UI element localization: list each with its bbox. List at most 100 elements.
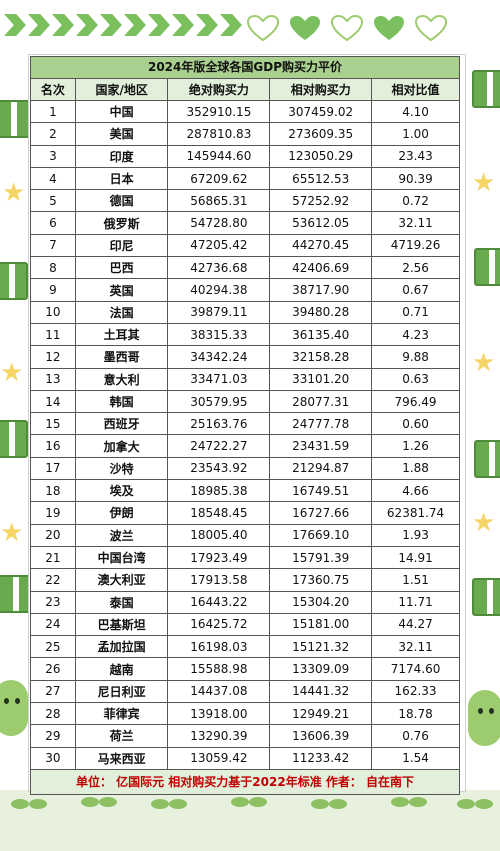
relative-ratio-cell: 90.39 (371, 166, 460, 191)
country-cell: 荷兰 (74, 724, 169, 748)
star-icon: ★ (0, 358, 24, 388)
table-row: 1 中国 352910.15 307459.02 4.10 (30, 99, 460, 124)
rank-cell: 24 (30, 612, 76, 637)
relative-ppp-cell: 42406.69 (269, 256, 373, 280)
table-row: 21 中国台湾 17923.49 15791.39 14.91 (30, 545, 460, 570)
rank-cell: 16 (30, 434, 76, 458)
relative-ppp-cell: 32158.28 (269, 345, 373, 369)
absolute-ppp-cell: 352910.15 (167, 99, 271, 124)
absolute-ppp-cell: 25163.76 (167, 412, 271, 436)
rank-cell: 27 (30, 679, 76, 704)
rank-cell: 14 (30, 389, 76, 414)
absolute-ppp-cell: 17923.49 (167, 545, 271, 570)
relative-ratio-cell: 1.54 (371, 746, 460, 770)
header-relative-ppp: 相对购买力 (269, 78, 373, 101)
relative-ratio-cell: 0.72 (371, 189, 460, 213)
table-footnote: 单位： 亿国际元 相对购买力基于2022年标准 作者： 自在南下 (30, 768, 460, 795)
relative-ratio-cell: 1.26 (371, 434, 460, 458)
relative-ppp-cell: 24777.78 (269, 412, 373, 436)
chevron-right-icon (100, 14, 122, 36)
country-cell: 意大利 (74, 367, 169, 391)
relative-ppp-cell: 57252.92 (269, 189, 373, 213)
relative-ppp-cell: 44270.45 (269, 233, 373, 258)
green-creature-icon (468, 690, 500, 746)
heart-outline-icon (330, 14, 364, 42)
relative-ppp-cell: 16727.66 (269, 501, 373, 525)
relative-ratio-cell: 9.88 (371, 345, 460, 369)
chevron-right-icon (28, 14, 50, 36)
rank-cell: 4 (30, 166, 76, 191)
relative-ppp-cell: 13309.09 (269, 657, 373, 681)
rank-cell: 19 (30, 501, 76, 525)
rank-cell: 9 (30, 278, 76, 302)
table-row: 3 印度 145944.60 123050.29 23.43 (30, 144, 460, 168)
table-row: 30 马来西亚 13059.42 11233.42 1.54 (30, 746, 460, 770)
relative-ratio-cell: 1.93 (371, 523, 460, 547)
relative-ppp-cell: 16749.51 (269, 479, 373, 503)
relative-ratio-cell: 62381.74 (371, 501, 460, 525)
country-cell: 澳大利亚 (74, 568, 169, 592)
table-row: 11 土耳其 38315.33 36135.40 4.23 (30, 322, 460, 347)
country-cell: 尼日利亚 (74, 679, 169, 704)
relative-ratio-cell: 162.33 (371, 679, 460, 704)
table-row: 25 孟加拉国 16198.03 15121.32 32.11 (30, 635, 460, 659)
absolute-ppp-cell: 23543.92 (167, 456, 271, 481)
relative-ratio-cell: 2.56 (371, 256, 460, 280)
absolute-ppp-cell: 33471.03 (167, 367, 271, 391)
absolute-ppp-cell: 145944.60 (167, 144, 271, 168)
absolute-ppp-cell: 18985.38 (167, 479, 271, 503)
absolute-ppp-cell: 18548.45 (167, 501, 271, 525)
relative-ppp-cell: 123050.29 (269, 144, 373, 168)
header-country: 国家/地区 (74, 78, 169, 101)
country-cell: 中国 (74, 99, 169, 124)
relative-ratio-cell: 0.67 (371, 278, 460, 302)
absolute-ppp-cell: 15588.98 (167, 657, 271, 681)
relative-ratio-cell: 1.00 (371, 122, 460, 146)
relative-ratio-cell: 18.78 (371, 702, 460, 726)
relative-ppp-cell: 39480.28 (269, 300, 373, 324)
absolute-ppp-cell: 13290.39 (167, 724, 271, 748)
absolute-ppp-cell: 30579.95 (167, 389, 271, 414)
rank-cell: 22 (30, 568, 76, 592)
table-row: 9 英国 40294.38 38717.90 0.67 (30, 278, 460, 302)
table-row: 4 日本 67209.62 65512.53 90.39 (30, 166, 460, 191)
table-row: 10 法国 39879.11 39480.28 0.71 (30, 300, 460, 324)
relative-ratio-cell: 23.43 (371, 144, 460, 168)
country-cell: 波兰 (74, 523, 169, 547)
rank-cell: 18 (30, 479, 76, 503)
table-row: 23 泰国 16443.22 15304.20 11.71 (30, 590, 460, 614)
relative-ppp-cell: 15121.32 (269, 635, 373, 659)
country-cell: 沙特 (74, 456, 169, 481)
relative-ratio-cell: 14.91 (371, 545, 460, 570)
absolute-ppp-cell: 16443.22 (167, 590, 271, 614)
table-row: 29 荷兰 13290.39 13606.39 0.76 (30, 724, 460, 748)
absolute-ppp-cell: 40294.38 (167, 278, 271, 302)
country-cell: 埃及 (74, 479, 169, 503)
rank-cell: 26 (30, 657, 76, 681)
gift-box-icon (472, 578, 500, 616)
rank-cell: 21 (30, 545, 76, 570)
chevron-right-icon (172, 14, 194, 36)
country-cell: 法国 (74, 300, 169, 324)
relative-ratio-cell: 4.23 (371, 322, 460, 347)
gift-box-icon (474, 440, 500, 478)
table-row: 6 俄罗斯 54728.80 53612.05 32.11 (30, 211, 460, 235)
relative-ratio-cell: 0.76 (371, 724, 460, 748)
gift-box-icon (472, 70, 500, 108)
country-cell: 墨西哥 (74, 345, 169, 369)
absolute-ppp-cell: 34342.24 (167, 345, 271, 369)
rank-cell: 28 (30, 702, 76, 726)
country-cell: 越南 (74, 657, 169, 681)
relative-ratio-cell: 4719.26 (371, 233, 460, 258)
country-cell: 巴基斯坦 (74, 612, 169, 637)
country-cell: 西班牙 (74, 412, 169, 436)
relative-ppp-cell: 11233.42 (269, 746, 373, 770)
table-row: 2 美国 287810.83 273609.35 1.00 (30, 122, 460, 146)
relative-ppp-cell: 38717.90 (269, 278, 373, 302)
relative-ratio-cell: 0.60 (371, 412, 460, 436)
rank-cell: 8 (30, 256, 76, 280)
header-rank: 名次 (30, 78, 76, 101)
gift-box-icon (0, 420, 28, 458)
rank-cell: 11 (30, 322, 76, 347)
relative-ratio-cell: 0.71 (371, 300, 460, 324)
